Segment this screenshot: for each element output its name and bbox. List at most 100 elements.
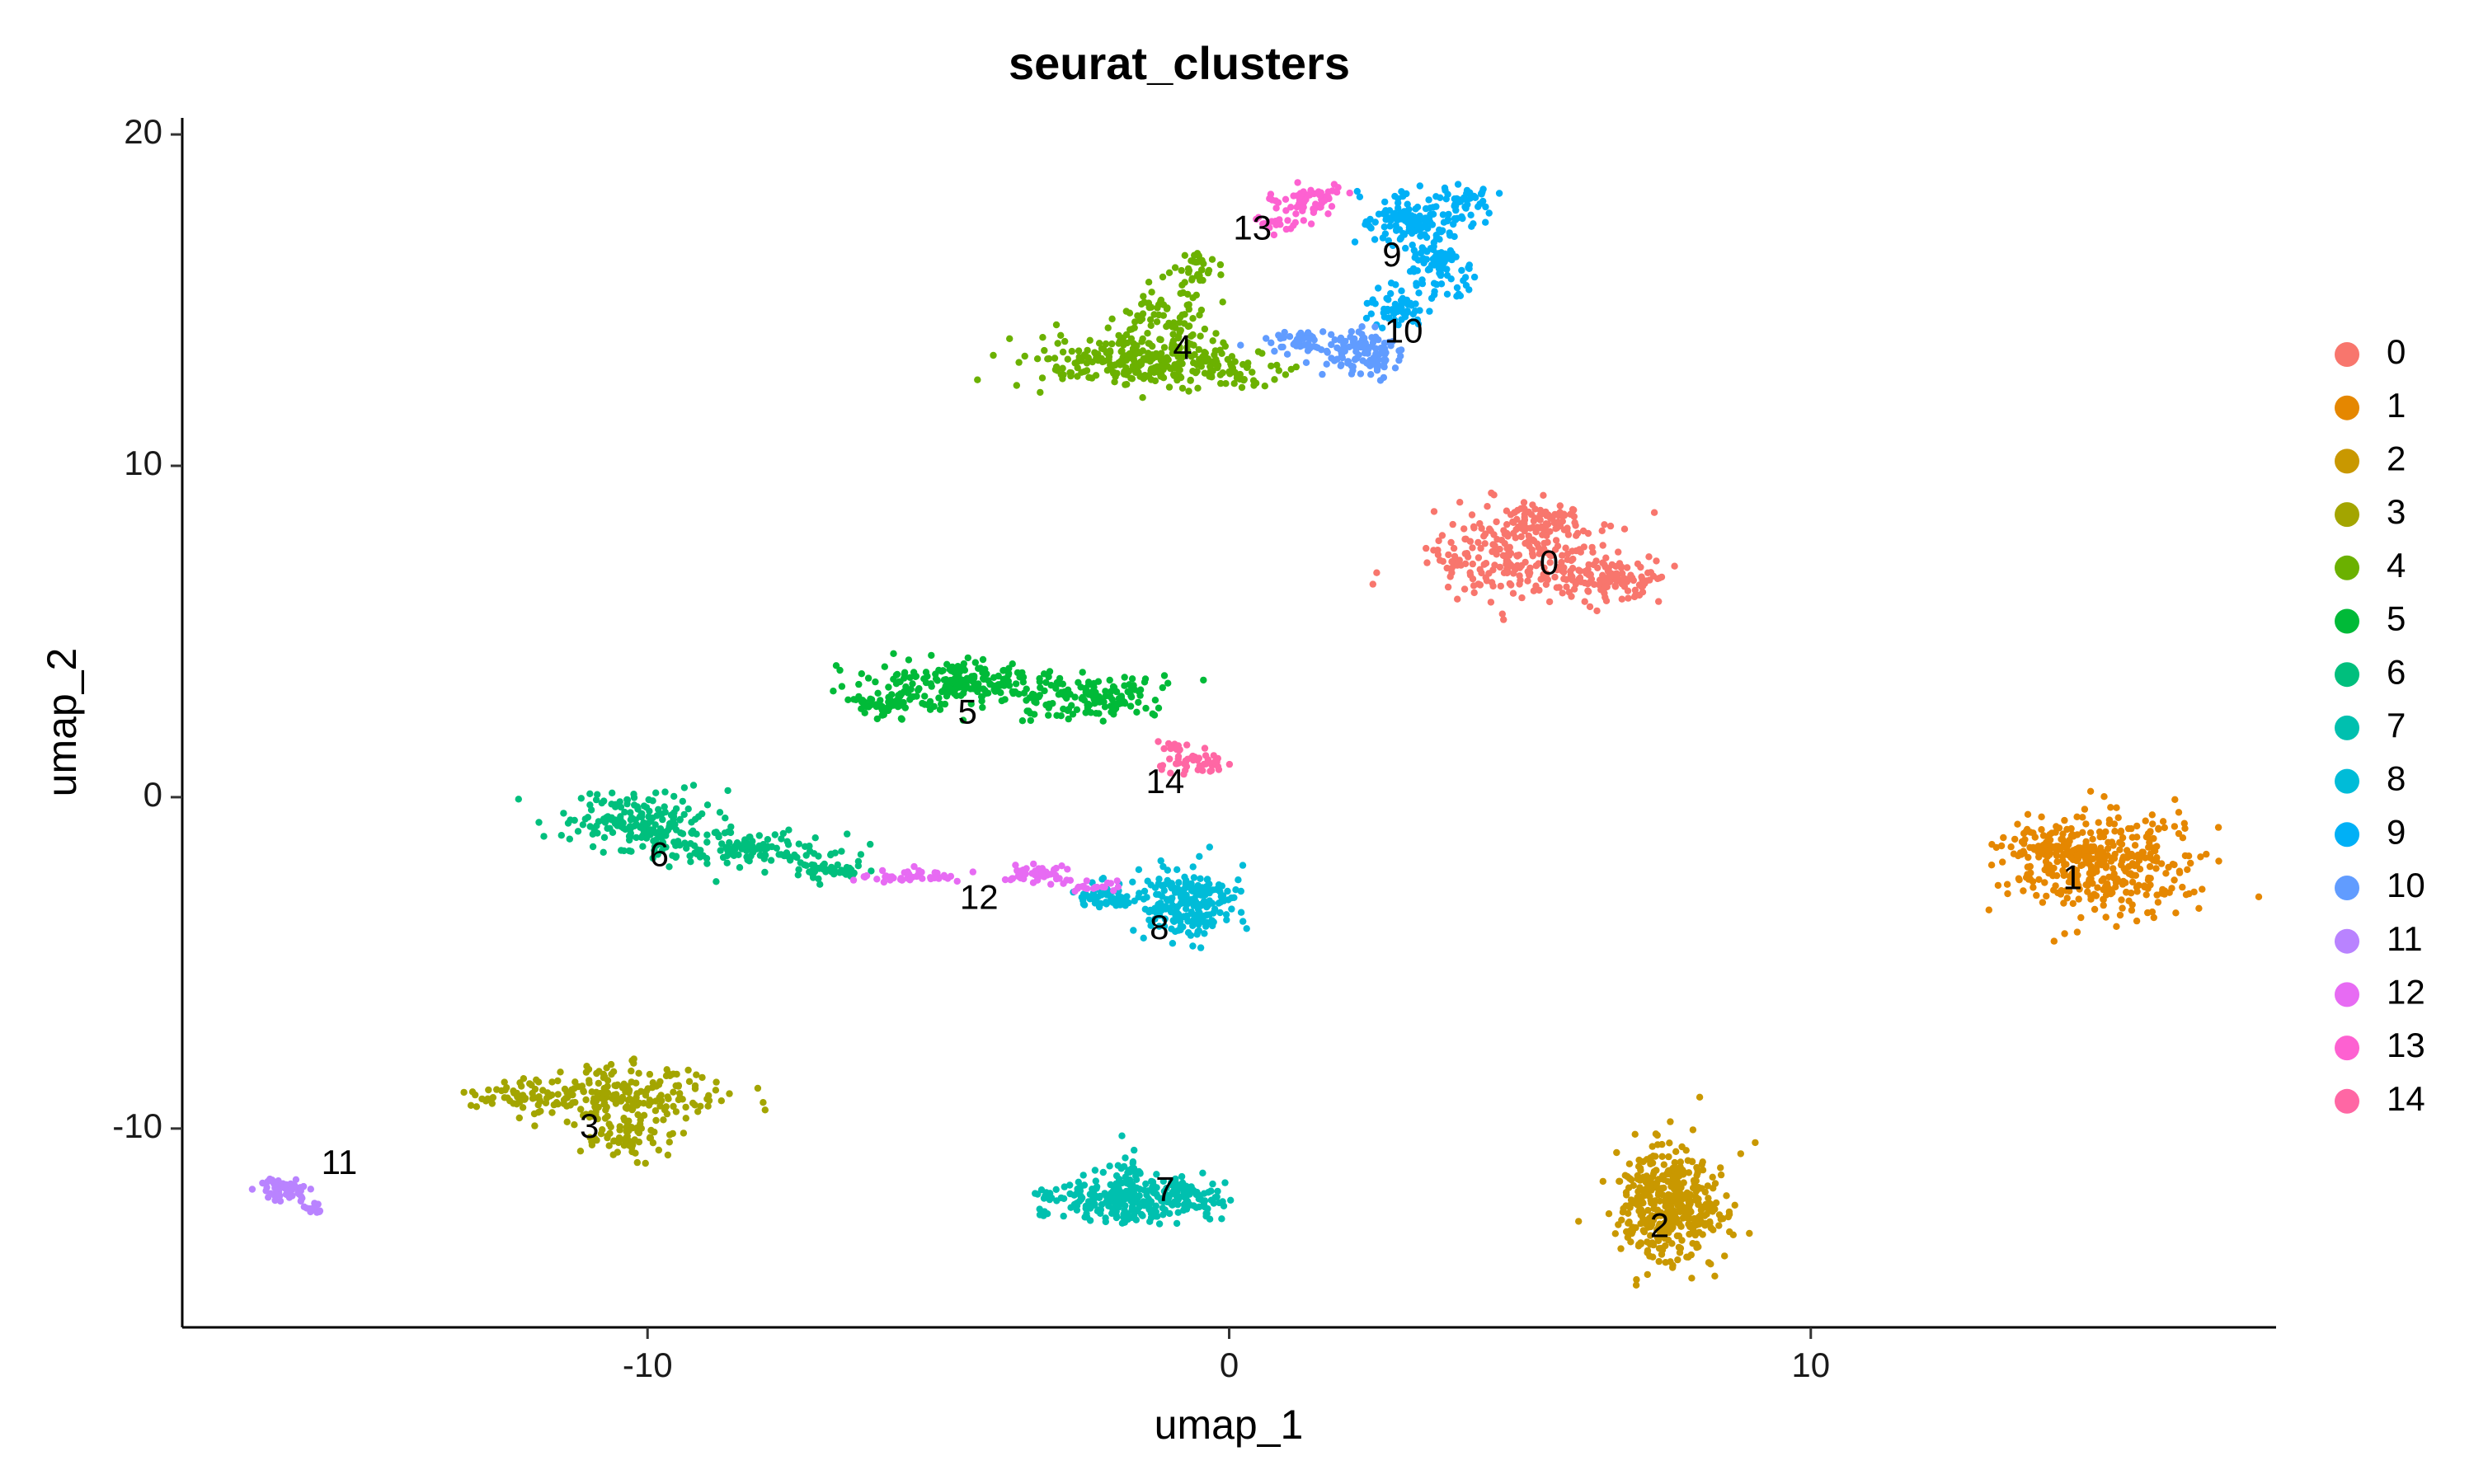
- scatter-point: [1198, 266, 1206, 274]
- scatter-point: [771, 831, 778, 838]
- scatter-point: [1025, 707, 1032, 715]
- scatter-point: [1466, 191, 1475, 199]
- scatter-point: [604, 1112, 611, 1120]
- scatter-point: [627, 809, 634, 816]
- scatter-point: [1032, 867, 1039, 875]
- scatter-point: [741, 839, 748, 847]
- scatter-point: [2098, 877, 2105, 885]
- scatter-point: [1645, 553, 1653, 561]
- scatter-point: [1185, 266, 1193, 275]
- scatter-point: [1484, 503, 1491, 510]
- scatter-point: [802, 862, 810, 870]
- scatter-point: [1461, 203, 1470, 210]
- scatter-point: [1394, 308, 1401, 316]
- scatter-point: [1624, 1233, 1632, 1242]
- scatter-point: [582, 1096, 590, 1104]
- scatter-point: [1028, 693, 1037, 701]
- scatter-point: [1699, 1167, 1707, 1174]
- scatter-point: [1385, 314, 1393, 322]
- scatter-point: [626, 824, 633, 831]
- scatter-point: [1602, 554, 1610, 561]
- scatter-point: [468, 1088, 477, 1096]
- scatter-point: [1399, 294, 1407, 303]
- scatter-point: [2043, 862, 2051, 870]
- scatter-point: [1439, 211, 1447, 218]
- cluster-label-1: 1: [2062, 858, 2081, 897]
- scatter-point: [1116, 337, 1124, 345]
- scatter-point: [2146, 838, 2153, 846]
- scatter-point: [1436, 261, 1443, 269]
- scatter-point: [733, 839, 741, 847]
- scatter-point: [2117, 827, 2125, 835]
- scatter-point: [1437, 194, 1444, 201]
- scatter-point: [1250, 382, 1258, 389]
- scatter-point: [867, 697, 875, 704]
- scatter-point: [1529, 501, 1536, 509]
- scatter-point: [609, 829, 617, 836]
- scatter-point: [1521, 505, 1528, 513]
- scatter-point: [1196, 272, 1203, 279]
- scatter-point: [1240, 376, 1249, 383]
- scatter-point: [620, 1080, 628, 1088]
- scatter-point: [1625, 594, 1632, 602]
- scatter-point: [1189, 863, 1197, 871]
- scatter-point: [1113, 1182, 1121, 1190]
- scatter-point: [1046, 668, 1054, 675]
- scatter-point: [554, 1077, 562, 1085]
- scatter-point: [1672, 1148, 1680, 1156]
- scatter-point: [642, 804, 651, 811]
- scatter-point: [811, 862, 818, 869]
- scatter-point: [983, 670, 990, 678]
- scatter-point: [1150, 711, 1159, 719]
- scatter-point: [791, 851, 798, 859]
- scatter-point: [633, 1158, 641, 1167]
- scatter-point: [1402, 244, 1409, 252]
- scatter-point: [1074, 1189, 1081, 1196]
- scatter-point: [1091, 349, 1098, 356]
- scatter-point: [1154, 304, 1161, 312]
- scatter-point: [535, 819, 543, 826]
- scatter-point: [1491, 542, 1498, 550]
- scatter-point: [1379, 324, 1386, 331]
- scatter-point: [1999, 858, 2006, 866]
- scatter-point: [1407, 220, 1415, 228]
- scatter-point: [1667, 1191, 1674, 1200]
- scatter-point: [893, 670, 901, 679]
- scatter-point: [1061, 337, 1069, 345]
- scatter-point: [2004, 890, 2011, 898]
- scatter-point: [528, 1081, 535, 1089]
- scatter-point: [1066, 876, 1075, 885]
- scatter-point: [1232, 886, 1239, 894]
- legend-label: 10: [2387, 866, 2425, 904]
- scatter-point: [1470, 523, 1478, 530]
- scatter-point: [1204, 269, 1212, 277]
- scatter-point: [2144, 876, 2152, 884]
- scatter-point: [1201, 325, 1209, 333]
- scatter-point: [1686, 1207, 1694, 1215]
- scatter-point: [1458, 266, 1465, 275]
- scatter-point: [1409, 317, 1417, 325]
- scatter-point: [1126, 702, 1135, 710]
- scatter-point: [1423, 247, 1431, 256]
- scatter-point: [1319, 370, 1326, 378]
- scatter-point: [1430, 239, 1438, 247]
- scatter-point: [1282, 371, 1290, 378]
- scatter-point: [1482, 203, 1489, 211]
- scatter-point: [1501, 540, 1508, 547]
- x-axis-ticks: -10 0 10: [623, 1327, 1830, 1384]
- scatter-point: [2100, 793, 2108, 801]
- scatter-point: [2125, 897, 2133, 905]
- scatter-point: [1646, 1241, 1654, 1248]
- scatter-point: [1111, 378, 1118, 386]
- scatter-point: [1563, 575, 1570, 584]
- scatter-point: [1423, 544, 1430, 552]
- scatter-point: [1023, 685, 1030, 693]
- scatter-point: [1660, 1226, 1668, 1233]
- scatter-point: [1617, 1245, 1625, 1252]
- scatter-point: [1117, 896, 1124, 904]
- scatter-point: [1102, 1218, 1110, 1226]
- scatter-point: [1172, 912, 1179, 919]
- scatter-point: [1157, 373, 1164, 380]
- scatter-point: [600, 1101, 608, 1108]
